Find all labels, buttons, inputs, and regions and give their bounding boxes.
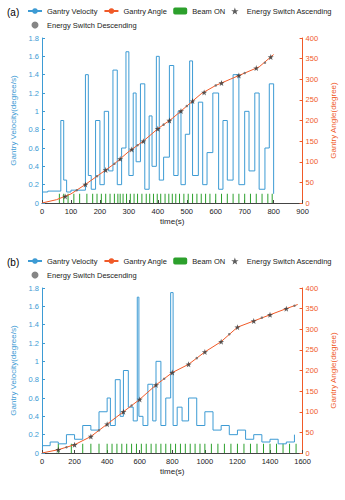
svg-text:Beam ON: Beam ON: [192, 257, 225, 266]
svg-text:100: 100: [306, 157, 319, 166]
svg-text:0.4: 0.4: [29, 412, 39, 421]
svg-text:0.8: 0.8: [29, 125, 39, 134]
svg-text:1.8: 1.8: [29, 34, 39, 43]
svg-text:Energy Switch Ascending: Energy Switch Ascending: [247, 257, 332, 266]
svg-text:200: 200: [94, 207, 107, 216]
svg-text:time(s): time(s): [160, 467, 185, 476]
svg-text:900: 900: [296, 207, 309, 216]
svg-text:400: 400: [306, 284, 319, 293]
svg-text:Energy Switch Descending: Energy Switch Descending: [47, 271, 137, 280]
svg-text:0.8: 0.8: [29, 375, 39, 384]
svg-text:50: 50: [306, 178, 314, 187]
svg-text:150: 150: [306, 387, 319, 396]
svg-text:1200: 1200: [229, 457, 246, 466]
svg-text:Beam ON: Beam ON: [192, 7, 225, 16]
svg-text:300: 300: [306, 75, 319, 84]
svg-text:200: 200: [306, 116, 319, 125]
svg-text:Gantry Angle: Gantry Angle: [123, 257, 166, 266]
svg-text:700: 700: [238, 207, 251, 216]
svg-text:0.2: 0.2: [29, 430, 39, 439]
svg-text:350: 350: [306, 304, 319, 313]
svg-text:800: 800: [267, 207, 280, 216]
svg-text:Energy Switch Descending: Energy Switch Descending: [47, 21, 137, 30]
svg-text:Gantry Velocity(degree/s): Gantry Velocity(degree/s): [9, 75, 18, 166]
svg-text:Gantry Velocity: Gantry Velocity: [47, 257, 98, 266]
svg-text:1400: 1400: [262, 457, 279, 466]
svg-text:1.8: 1.8: [29, 284, 39, 293]
svg-text:Gantry Angle(degree): Gantry Angle(degree): [329, 82, 338, 159]
svg-text:800: 800: [166, 457, 179, 466]
svg-text:0: 0: [35, 199, 39, 208]
svg-text:0: 0: [305, 198, 310, 208]
svg-text:500: 500: [181, 207, 194, 216]
svg-text:600: 600: [209, 207, 222, 216]
svg-text:1.2: 1.2: [29, 89, 39, 98]
svg-text:400: 400: [101, 457, 114, 466]
svg-text:350: 350: [306, 54, 319, 63]
svg-text:1600: 1600: [294, 457, 311, 466]
svg-text:Gantry Angle: Gantry Angle: [123, 7, 166, 16]
svg-text:100: 100: [65, 207, 78, 216]
svg-text:Gantry Velocity: Gantry Velocity: [47, 7, 98, 16]
svg-text:0: 0: [35, 449, 39, 458]
svg-text:0.6: 0.6: [29, 144, 39, 153]
svg-text:200: 200: [306, 366, 319, 375]
svg-text:50: 50: [306, 428, 314, 437]
svg-text:0: 0: [40, 207, 44, 216]
svg-text:Energy Switch Ascending: Energy Switch Ascending: [247, 7, 332, 16]
svg-text:1000: 1000: [197, 457, 214, 466]
svg-text:1: 1: [35, 107, 39, 116]
svg-text:0.2: 0.2: [29, 180, 39, 189]
svg-text:600: 600: [133, 457, 146, 466]
svg-text:1.4: 1.4: [29, 70, 39, 79]
svg-text:1.2: 1.2: [29, 339, 39, 348]
svg-text:(b): (b): [7, 257, 19, 268]
svg-text:150: 150: [306, 137, 319, 146]
svg-text:100: 100: [306, 407, 319, 416]
svg-text:0.4: 0.4: [29, 162, 39, 171]
svg-text:250: 250: [306, 345, 319, 354]
svg-text:(a): (a): [7, 7, 19, 18]
svg-text:Gantry Angle(degree): Gantry Angle(degree): [329, 332, 338, 409]
svg-text:400: 400: [152, 207, 165, 216]
svg-text:1: 1: [35, 357, 39, 366]
svg-text:400: 400: [306, 34, 319, 43]
svg-text:300: 300: [306, 325, 319, 334]
svg-text:200: 200: [68, 457, 81, 466]
svg-text:1.6: 1.6: [29, 52, 39, 61]
svg-text:Gantry Velocity(degree/s): Gantry Velocity(degree/s): [9, 325, 18, 416]
svg-text:1.6: 1.6: [29, 302, 39, 311]
svg-text:0.6: 0.6: [29, 394, 39, 403]
svg-text:0: 0: [305, 448, 310, 458]
svg-text:300: 300: [123, 207, 136, 216]
svg-text:time(s): time(s): [160, 217, 185, 226]
svg-text:1.4: 1.4: [29, 320, 39, 329]
svg-text:250: 250: [306, 95, 319, 104]
svg-text:0: 0: [40, 457, 44, 466]
